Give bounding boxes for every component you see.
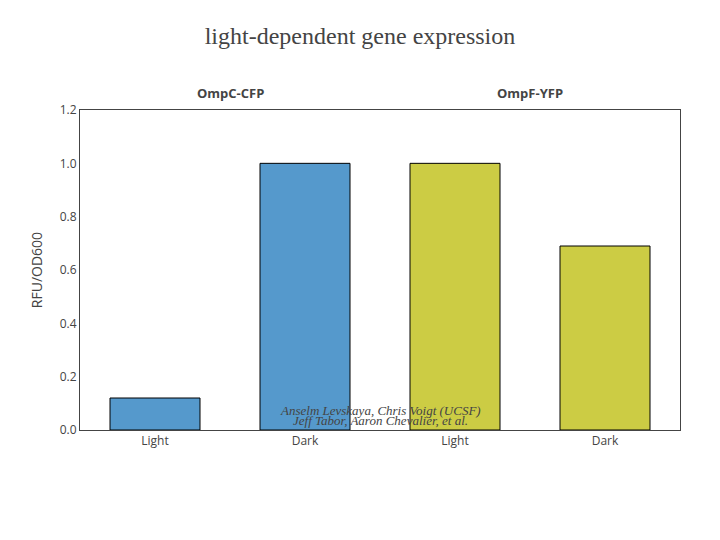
svg-text:Light: Light xyxy=(441,432,468,449)
svg-text:RFU/OD600: RFU/OD600 xyxy=(27,232,46,308)
svg-text:Jeff Tabor, Aaron Chevalier, e: Jeff Tabor, Aaron Chevalier, et al. xyxy=(293,413,468,428)
svg-text:light-dependent gene expressio: light-dependent gene expression xyxy=(205,23,516,49)
svg-text:0.2: 0.2 xyxy=(60,368,77,385)
svg-text:0.6: 0.6 xyxy=(60,261,77,278)
svg-text:0.0: 0.0 xyxy=(60,421,77,438)
svg-text:Dark: Dark xyxy=(292,432,319,449)
svg-text:Dark: Dark xyxy=(592,432,619,449)
svg-text:1.0: 1.0 xyxy=(60,155,77,172)
svg-text:OmpC-CFP: OmpC-CFP xyxy=(197,84,264,102)
svg-text:0.8: 0.8 xyxy=(60,208,77,225)
svg-text:Anselm Levskaya, Chris Voigt (: Anselm Levskaya, Chris Voigt (UCSF) xyxy=(280,403,481,418)
svg-text:OmpF-YFP: OmpF-YFP xyxy=(497,84,563,102)
svg-text:1.2: 1.2 xyxy=(60,101,77,118)
svg-text:0.4: 0.4 xyxy=(60,315,77,332)
svg-text:Light: Light xyxy=(141,432,168,449)
